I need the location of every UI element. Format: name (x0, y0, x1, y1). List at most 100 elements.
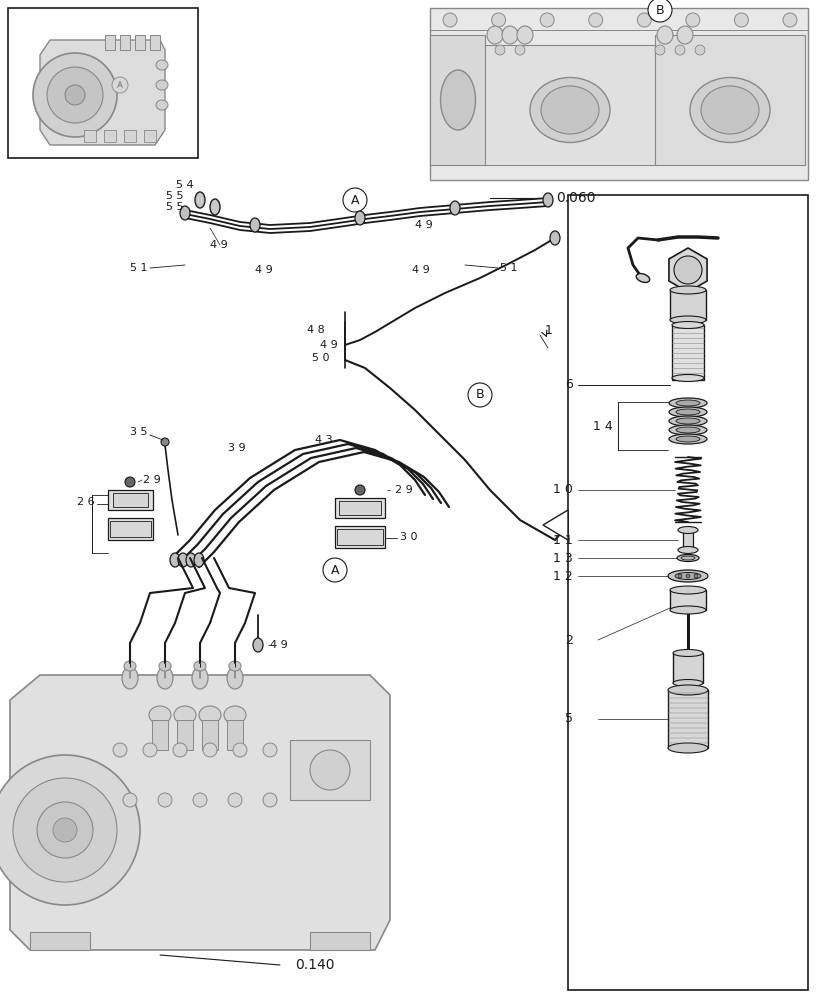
Bar (202, 720, 218, 750)
Ellipse shape (678, 546, 698, 554)
Circle shape (675, 45, 685, 55)
Circle shape (783, 13, 797, 27)
Bar (655, 35, 805, 165)
Circle shape (233, 743, 247, 757)
Text: 0.060: 0.060 (556, 191, 596, 205)
Ellipse shape (541, 86, 599, 134)
Ellipse shape (701, 86, 759, 134)
Bar (105, 35, 115, 50)
Text: 5 5: 5 5 (166, 191, 184, 201)
Circle shape (123, 793, 137, 807)
Circle shape (637, 13, 651, 27)
Text: 4 3: 4 3 (315, 435, 333, 445)
Ellipse shape (676, 418, 700, 424)
Ellipse shape (669, 434, 707, 444)
Ellipse shape (670, 316, 706, 324)
Bar (124, 130, 136, 142)
Circle shape (161, 438, 169, 446)
Circle shape (655, 45, 665, 55)
Bar (335, 498, 385, 518)
Ellipse shape (657, 26, 673, 44)
Text: 3 0: 3 0 (400, 532, 418, 542)
Ellipse shape (517, 26, 533, 44)
Polygon shape (669, 248, 707, 292)
Text: 6: 6 (565, 378, 573, 391)
Circle shape (468, 383, 492, 407)
Text: 4 9: 4 9 (210, 240, 228, 250)
Ellipse shape (668, 685, 708, 695)
Circle shape (193, 793, 207, 807)
Bar (84, 130, 96, 142)
Ellipse shape (194, 661, 206, 671)
Bar (670, 590, 706, 610)
Bar (227, 720, 243, 750)
Circle shape (65, 85, 85, 105)
Bar (144, 130, 156, 142)
Ellipse shape (676, 427, 700, 433)
Circle shape (203, 743, 217, 757)
Circle shape (125, 477, 135, 487)
Bar (108, 518, 153, 540)
Text: A: A (118, 81, 123, 90)
Circle shape (686, 574, 690, 578)
Ellipse shape (502, 26, 518, 44)
Text: 2 9: 2 9 (395, 485, 413, 495)
Ellipse shape (250, 218, 260, 232)
Circle shape (37, 802, 93, 858)
Circle shape (686, 13, 700, 27)
Circle shape (228, 793, 242, 807)
Circle shape (143, 743, 157, 757)
Ellipse shape (677, 26, 693, 44)
Text: 5 1: 5 1 (500, 263, 517, 273)
Text: 5 5: 5 5 (166, 202, 184, 212)
Bar (177, 720, 193, 750)
Circle shape (47, 67, 103, 123)
Text: 1 1: 1 1 (553, 534, 573, 546)
Ellipse shape (441, 70, 476, 130)
Bar (310, 932, 370, 950)
Ellipse shape (178, 553, 188, 567)
Ellipse shape (636, 274, 650, 282)
Ellipse shape (530, 78, 610, 142)
Polygon shape (543, 510, 568, 540)
Bar (337, 529, 383, 545)
Ellipse shape (174, 706, 196, 724)
Circle shape (0, 755, 140, 905)
Text: 1 2: 1 2 (553, 570, 573, 582)
Ellipse shape (670, 586, 706, 594)
Ellipse shape (124, 661, 136, 671)
Text: 4 9: 4 9 (270, 640, 288, 650)
Text: 5 1: 5 1 (131, 263, 148, 273)
Bar (485, 45, 655, 165)
Circle shape (293, 743, 307, 757)
Text: 4 8: 4 8 (308, 325, 325, 335)
Bar (152, 720, 168, 750)
Text: B: B (476, 388, 485, 401)
Bar (30, 932, 90, 950)
Bar (339, 501, 381, 515)
Bar (683, 530, 693, 550)
Circle shape (173, 743, 187, 757)
Bar (668, 690, 708, 748)
Ellipse shape (156, 100, 168, 110)
Circle shape (674, 256, 702, 284)
Ellipse shape (253, 638, 263, 652)
Ellipse shape (672, 322, 704, 328)
Text: 2 9: 2 9 (143, 475, 161, 485)
Circle shape (495, 45, 505, 55)
Bar (335, 526, 385, 548)
Text: B: B (656, 3, 664, 16)
Circle shape (112, 77, 128, 93)
Circle shape (113, 743, 127, 757)
Circle shape (695, 45, 705, 55)
Text: 4 9: 4 9 (255, 265, 273, 275)
Ellipse shape (670, 286, 706, 294)
Ellipse shape (229, 661, 241, 671)
Bar (672, 325, 704, 380)
Text: 4 9: 4 9 (412, 265, 430, 275)
Circle shape (678, 574, 682, 578)
Ellipse shape (170, 553, 180, 567)
Circle shape (515, 45, 525, 55)
Text: 2: 2 (565, 634, 573, 647)
Ellipse shape (676, 400, 700, 406)
